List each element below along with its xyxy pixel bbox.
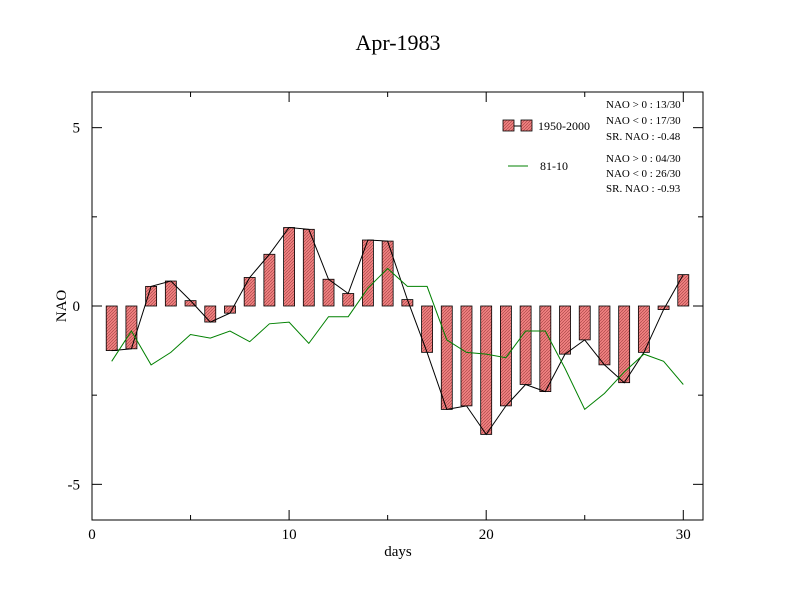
- bar-day-2: [125, 305, 138, 350]
- x-tick-label-20: 20: [479, 527, 494, 543]
- bar-day-25: [578, 305, 591, 341]
- y-tick-label--5: -5: [68, 477, 81, 493]
- bar-day-18: [440, 305, 453, 410]
- bar-day-9: [263, 253, 276, 307]
- stats-1-negative: NAO < 0 : 17/30: [606, 115, 681, 127]
- stats-2-positive: NAO > 0 : 04/30: [606, 153, 681, 165]
- bar-day-24: [559, 305, 571, 355]
- bar-day-22: [519, 305, 532, 385]
- bar-day-12: [322, 278, 335, 307]
- bar-day-11: [302, 228, 315, 307]
- stats-1-sr: SR. NAO : -0.48: [606, 131, 681, 143]
- axes-layer: 0 10 20 30 -5 0 5: [68, 92, 703, 543]
- bar-day-26: [598, 305, 611, 366]
- y-tick-label-5: 5: [73, 121, 81, 137]
- bar-day-20: [480, 305, 493, 435]
- bars-layer: [105, 227, 690, 435]
- series-line-81-10: [111, 267, 684, 411]
- bar-day-19: [460, 305, 473, 407]
- bar-day-17: [421, 305, 433, 353]
- stats-2-sr: SR. NAO : -0.93: [606, 183, 681, 195]
- bar-day-30: [677, 274, 690, 307]
- lines-layer: [111, 226, 684, 436]
- bar-day-3: [145, 285, 158, 307]
- legend-swatch-bar-left: [502, 119, 515, 132]
- bar-day-21: [500, 305, 512, 407]
- series-line-1950-2000: [111, 226, 684, 436]
- legend: 1950-2000 81-10 NAO > 0 : 13/30 NAO < 0 …: [502, 99, 681, 195]
- bar-day-1: [105, 305, 118, 351]
- x-tick-label-10: 10: [282, 527, 297, 543]
- bar-day-15: [381, 240, 394, 307]
- bar-day-10: [283, 227, 295, 307]
- bar-day-23: [539, 305, 552, 392]
- y-tick-label-0: 0: [73, 299, 81, 315]
- x-tick-label-0: 0: [88, 527, 96, 543]
- legend-swatch-bar-right: [520, 119, 533, 132]
- bar-day-6: [204, 305, 217, 323]
- bar-day-8: [243, 277, 256, 307]
- chart-title: Apr-1983: [355, 30, 440, 55]
- x-tick-label-30: 30: [676, 527, 691, 543]
- y-axis-label: NAO: [54, 290, 70, 323]
- legend-label-1950-2000: 1950-2000: [538, 119, 590, 133]
- x-axis-label: days: [384, 544, 412, 560]
- bar-day-27: [618, 305, 631, 384]
- stats-2-negative: NAO < 0 : 26/30: [606, 168, 681, 180]
- bar-day-28: [637, 305, 650, 353]
- legend-label-81-10: 81-10: [540, 159, 568, 173]
- bar-day-13: [342, 293, 355, 307]
- stats-1-positive: NAO > 0 : 13/30: [606, 99, 681, 111]
